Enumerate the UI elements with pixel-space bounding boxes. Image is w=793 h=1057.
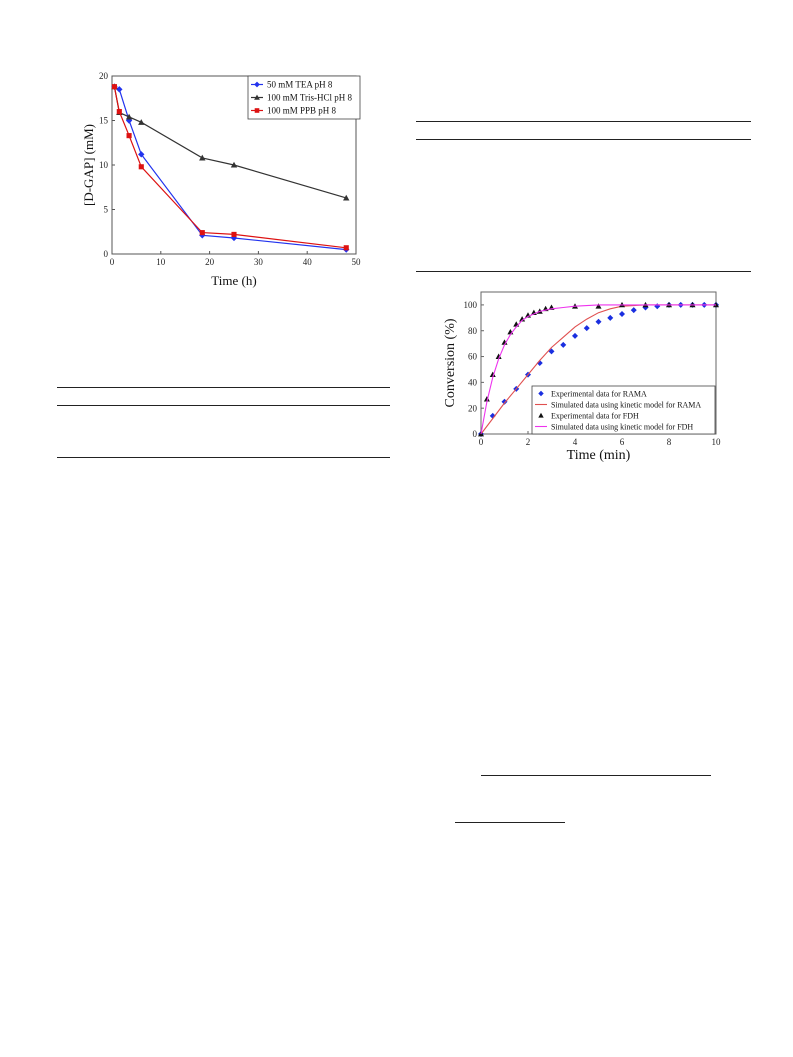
data-point	[495, 353, 502, 359]
y-tick-label: 20	[468, 403, 478, 413]
data-point	[572, 332, 578, 339]
table-rule-bottom-left	[57, 457, 390, 458]
legend-label: 100 mM Tris-HCl pH 8	[267, 93, 353, 103]
legend-marker	[538, 412, 544, 418]
x-tick-label: 4	[573, 437, 578, 447]
y-tick-label: 40	[468, 378, 478, 388]
y-axis-title: [D-GAP] (mM)	[81, 124, 96, 206]
y-axis-title: Conversion (%)	[443, 318, 458, 407]
data-point	[501, 339, 508, 345]
data-point	[519, 316, 526, 322]
data-point	[595, 318, 602, 325]
legend-label: Experimental data for RAMA	[551, 389, 647, 398]
x-axis-title: Time (h)	[211, 273, 256, 288]
x-tick-label: 8	[667, 437, 672, 447]
legend-label: Simulated data using kinetic model for F…	[551, 422, 693, 431]
data-point	[548, 348, 555, 355]
legend-marker	[254, 94, 260, 100]
data-point	[343, 194, 350, 201]
y-tick-label: 5	[104, 205, 109, 215]
data-point	[654, 303, 661, 310]
legend-label: 100 mM PPB pH 8	[267, 106, 337, 116]
legend-label: Simulated data using kinetic model for R…	[551, 400, 701, 409]
y-tick-label: 0	[473, 429, 478, 439]
legend-marker	[538, 390, 544, 397]
legend: Experimental data for RAMA Simulated data…	[531, 385, 716, 435]
x-tick-label: 50	[352, 257, 362, 267]
data-point	[630, 307, 637, 314]
data-point	[230, 161, 238, 168]
x-tick-label: 2	[526, 437, 531, 447]
x-tick-label: 0	[479, 437, 484, 447]
y-tick-label: 0	[104, 249, 109, 259]
data-point	[583, 325, 590, 332]
data-point	[595, 303, 602, 309]
x-tick-label: 20	[205, 257, 215, 267]
data-point	[116, 109, 122, 115]
table-rule-top-left	[57, 387, 390, 388]
x-tick-label: 40	[303, 257, 313, 267]
x-tick-label: 30	[254, 257, 264, 267]
series-line	[480, 304, 716, 435]
x-tick-label: 10	[712, 437, 722, 447]
data-point	[483, 396, 490, 402]
series-3	[480, 304, 716, 435]
data-point	[138, 164, 144, 170]
data-point	[607, 314, 614, 321]
y-tick-label: 20	[99, 71, 109, 81]
x-tick-label: 6	[620, 437, 625, 447]
y-tick-label: 100	[464, 300, 478, 310]
data-point	[199, 154, 206, 161]
table-rule-bottom-right	[416, 271, 751, 272]
table-rule-mid-left	[57, 405, 390, 406]
table-rule-mid-right	[416, 139, 751, 140]
data-point	[111, 84, 117, 90]
y-tick-label: 80	[468, 326, 478, 336]
legend-marker	[254, 108, 260, 113]
x-tick-label: 0	[110, 257, 115, 267]
data-point	[343, 245, 349, 251]
series-2	[111, 84, 349, 251]
footnote-rule-long	[481, 775, 711, 776]
data-point	[560, 341, 567, 348]
footnote-rule-short	[455, 822, 565, 823]
x-axis-title: Time (min)	[567, 448, 631, 462]
legend: 50 mM TEA pH 8 100 mM Tris-HCl pH 8 100 mM…	[247, 75, 361, 120]
y-tick-label: 60	[468, 352, 478, 362]
data-point	[231, 231, 237, 237]
data-point	[619, 310, 625, 317]
data-point	[125, 113, 133, 120]
legend-label: 50 mM TEA pH 8	[267, 80, 333, 90]
legend-box	[247, 75, 361, 120]
data-point	[489, 371, 496, 378]
data-point	[501, 398, 508, 405]
data-point	[126, 133, 132, 139]
data-point	[138, 119, 145, 125]
y-tick-label: 15	[99, 116, 109, 126]
table-rule-top-right	[416, 121, 751, 122]
data-point	[138, 151, 145, 158]
data-point	[199, 230, 205, 236]
data-point	[489, 412, 496, 419]
legend-box	[531, 385, 716, 435]
x-tick-label: 10	[156, 257, 166, 267]
legend-label: Experimental data for FDH	[551, 411, 639, 420]
data-point	[116, 86, 123, 93]
chart-dgap-stability: 0 10 20 30 40 50 0 5 10 15 20 Time (h) [D-GAP] (mM) 5…	[81, 71, 362, 288]
data-point	[642, 304, 649, 311]
y-tick-label: 10	[99, 160, 109, 170]
